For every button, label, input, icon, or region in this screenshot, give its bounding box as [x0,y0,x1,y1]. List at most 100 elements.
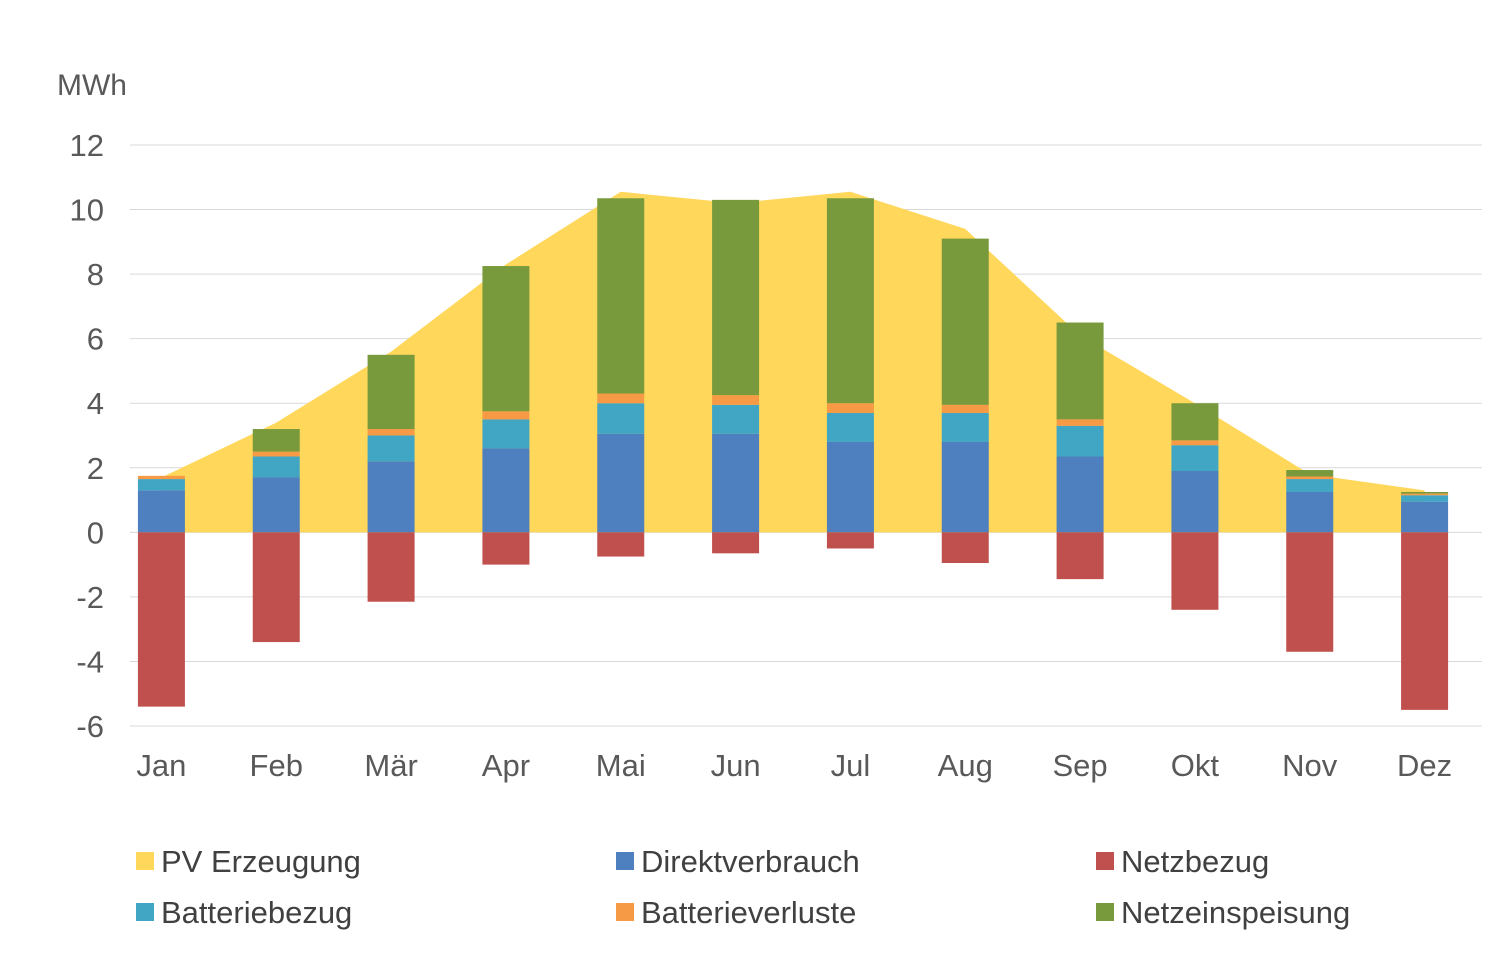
bar-batterieverluste-apr [482,411,530,420]
y-axis-ticks: 12 10 8 6 4 2 0 -2 -4 -6 [70,128,104,744]
bar-batteriebezug-dez [1401,495,1449,502]
bar-direktverbrauch-sep [1056,456,1104,533]
bar-direktverbrauch-jul [826,441,874,533]
bar-netzeinspeisung-dez [1401,491,1449,494]
bar-batterieverluste-jan [137,475,185,480]
bar-direktverbrauch-aug [941,441,989,533]
bar-direktverbrauch-nov [1286,491,1334,533]
bar-batterieverluste-dez [1401,493,1449,496]
y-tick-label: 2 [87,451,104,486]
x-tick-label-nov: Nov [1282,748,1338,783]
legend-label: Netzbezug [1121,844,1269,879]
y-unit-label: MWh [57,69,127,102]
bar-batterieverluste-feb [252,451,300,457]
x-tick-label-apr: Apr [482,748,530,783]
bar-netzbezug-sep [1056,532,1104,580]
pv-area [161,191,1425,533]
bar-batterieverluste-nov [1286,476,1334,480]
bar-batteriebezug-jul [826,412,874,442]
bar-netzbezug-jan [137,532,185,707]
legend-label: Netzeinspeisung [1121,895,1350,930]
bar-batterieverluste-okt [1171,440,1219,446]
bar-batteriebezug-nov [1286,479,1334,492]
bar-batteriebezug-mai [597,403,645,434]
bar-netzbezug-mai [597,532,645,557]
legend-swatch [616,903,634,921]
bar-netzeinspeisung-nov [1286,470,1334,477]
legend-label: PV Erzeugung [161,844,361,879]
bar-netzbezug-nov [1286,532,1334,652]
bar-direktverbrauch-jan [137,490,185,533]
bar-netzeinspeisung-okt [1171,403,1219,441]
legend-label: Batteriebezug [161,895,352,930]
legend-item-pv-erzeugung: PV Erzeugung [136,844,361,879]
legend-item-netzbezug: Netzbezug [1096,844,1269,879]
bar-batteriebezug-jan [137,479,185,491]
y-tick-label: -6 [76,709,104,744]
bar-batteriebezug-okt [1171,445,1219,472]
legend-item-batterieverluste: Batterieverluste [616,895,856,930]
x-tick-label-okt: Okt [1171,748,1220,783]
bar-direktverbrauch-dez [1401,501,1449,533]
stacked-bars [137,198,1449,710]
bar-netzeinspeisung-jul [826,198,874,404]
bar-direktverbrauch-okt [1171,471,1219,533]
bar-netzbezug-maer [367,532,415,602]
y-tick-label: -2 [76,580,104,615]
bar-batteriebezug-aug [941,412,989,442]
bar-netzeinspeisung-sep [1056,322,1104,420]
bar-batterieverluste-maer [367,429,415,436]
legend-label: Direktverbrauch [641,844,860,879]
bar-direktverbrauch-apr [482,448,530,533]
y-tick-label: 10 [70,193,104,228]
x-tick-label-jul: Jul [831,748,871,783]
x-tick-label-dez: Dez [1397,748,1452,783]
y-tick-label: 6 [87,322,104,357]
y-tick-label: 4 [87,386,104,421]
bar-direktverbrauch-maer [367,461,415,533]
x-tick-label-feb: Feb [250,748,303,783]
x-tick-label-jan: Jan [136,748,186,783]
bar-batteriebezug-feb [252,456,300,478]
y-tick-label: 12 [70,128,104,163]
x-axis-ticks: Jan Feb Mär Apr Mai Jun Jul Aug Sep Okt Nov Dez [136,748,1452,783]
bar-netzeinspeisung-apr [482,266,530,412]
bar-netzeinspeisung-jun [712,199,760,396]
legend-item-direktverbrauch: Direktverbrauch [616,844,860,879]
legend-swatch [1096,852,1114,870]
bar-batteriebezug-jun [712,404,760,434]
legend: PV Erzeugung Direktverbrauch Netzbezug Batt… [136,844,1350,930]
legend-swatch [616,852,634,870]
y-tick-label: 0 [87,515,104,550]
legend-item-batteriebezug: Batteriebezug [136,895,352,930]
bar-netzbezug-okt [1171,532,1219,610]
x-tick-label-mai: Mai [596,748,646,783]
bar-batteriebezug-maer [367,435,415,462]
y-tick-label: -4 [76,644,104,679]
bar-batterieverluste-jul [826,403,874,413]
x-tick-label-maer: Mär [364,748,417,783]
bar-netzeinspeisung-feb [252,429,300,452]
bar-batterieverluste-mai [597,393,645,404]
pv-erzeugung-area [161,191,1425,533]
bar-netzeinspeisung-aug [941,238,989,405]
legend-label: Batterieverluste [641,895,856,930]
x-tick-label-aug: Aug [938,748,993,783]
legend-swatch [136,852,154,870]
legend-item-netzeinspeisung: Netzeinspeisung [1096,895,1350,930]
bar-batterieverluste-jun [712,395,760,405]
bar-batteriebezug-apr [482,419,530,449]
bar-batterieverluste-aug [941,404,989,413]
legend-swatch [136,903,154,921]
bar-netzbezug-apr [482,532,530,565]
bar-direktverbrauch-mai [597,433,645,533]
bar-netzbezug-jun [712,532,760,554]
bar-netzbezug-jul [826,532,874,549]
bar-direktverbrauch-jun [712,433,760,533]
bar-batterieverluste-sep [1056,419,1104,426]
bar-netzeinspeisung-mai [597,198,645,394]
x-tick-label-jun: Jun [711,748,761,783]
bar-batteriebezug-sep [1056,425,1104,457]
